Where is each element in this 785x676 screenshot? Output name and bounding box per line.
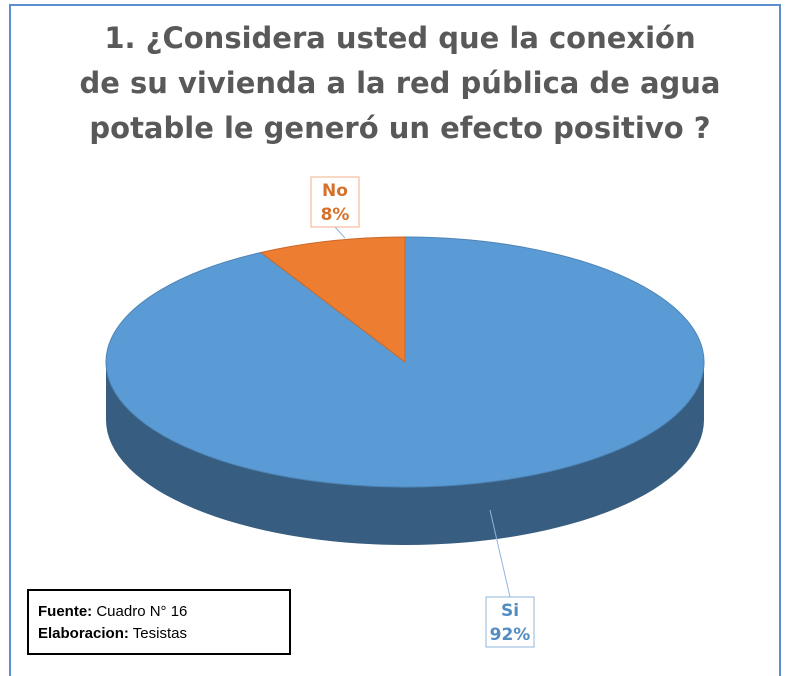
pie-slice [259, 236, 406, 364]
credit-text: Tesistas [133, 625, 187, 642]
category-label: Si [501, 601, 519, 621]
leader-line [489, 509, 511, 598]
source-note: Fuente: Cuadro N° 16 [38, 603, 187, 620]
data-label-box [310, 176, 360, 228]
source-box [27, 589, 291, 655]
chart-title: 1. ¿Considera usted que la conexión [104, 21, 695, 55]
category-label: No [322, 181, 348, 201]
leader-line [334, 226, 346, 239]
source-label: Fuente: [38, 603, 92, 620]
credit-label: Elaboracion: [38, 625, 129, 642]
chart-title: de su vivienda a la red pública de agua [79, 66, 720, 100]
pie [105, 236, 705, 545]
pie-side [106, 362, 704, 545]
chart-title: potable le generó un efecto positivo ? [89, 111, 710, 145]
data-label-box [485, 596, 535, 648]
source-text: Cuadro N° 16 [96, 603, 187, 620]
data-label: 92% [490, 625, 531, 645]
data-label: 8% [321, 205, 350, 225]
credit-note: Elaboracion: Tesistas [38, 625, 187, 642]
